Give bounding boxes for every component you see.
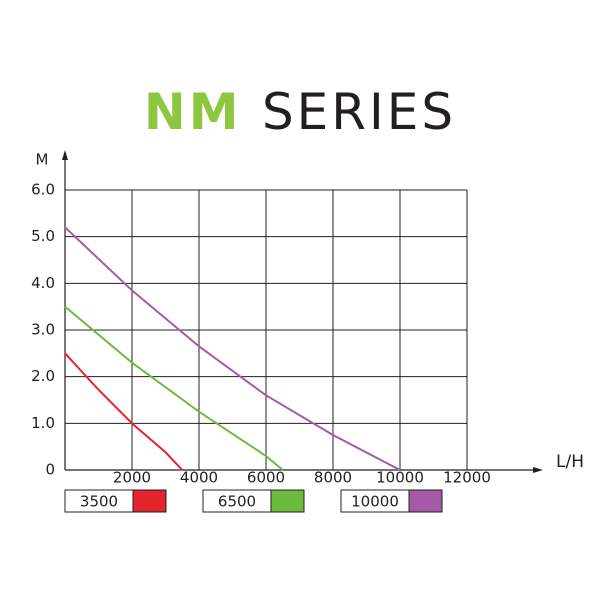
y-tick-label: 5.0	[31, 227, 55, 245]
x-tick-label: 10000	[376, 469, 424, 487]
legend-label: 3500	[80, 493, 118, 511]
x-tick-label: 6000	[247, 469, 285, 487]
y-axis-label: M	[36, 151, 49, 169]
y-tick-label: 2.0	[31, 367, 55, 385]
line	[64, 305, 284, 471]
x-tick-label: 8000	[314, 469, 352, 487]
y-tick-label: 4.0	[31, 274, 55, 292]
y-tick-label: 3.0	[31, 321, 55, 339]
legend-label: 10000	[351, 493, 399, 511]
title-part: SERIES	[262, 83, 456, 141]
x-tick-label: 12000	[443, 469, 491, 487]
y-tick-label: 6.0	[31, 181, 55, 199]
x-axis-label: L/H	[556, 452, 584, 472]
legend-swatch	[270, 489, 305, 513]
legend-swatch	[132, 489, 167, 513]
title-part: NM	[144, 83, 242, 141]
legend-label: 6500	[218, 493, 256, 511]
line	[64, 352, 183, 471]
y-tick-label: 0	[45, 461, 55, 479]
line	[64, 226, 401, 471]
x-axis-arrow	[533, 467, 543, 473]
chart-title: NM SERIES	[144, 83, 456, 141]
x-tick-label: 2000	[113, 469, 151, 487]
legend-swatch	[408, 489, 443, 513]
y-tick-label: 1.0	[31, 414, 55, 432]
y-axis-arrow	[62, 150, 68, 160]
x-tick-label: 4000	[180, 469, 218, 487]
